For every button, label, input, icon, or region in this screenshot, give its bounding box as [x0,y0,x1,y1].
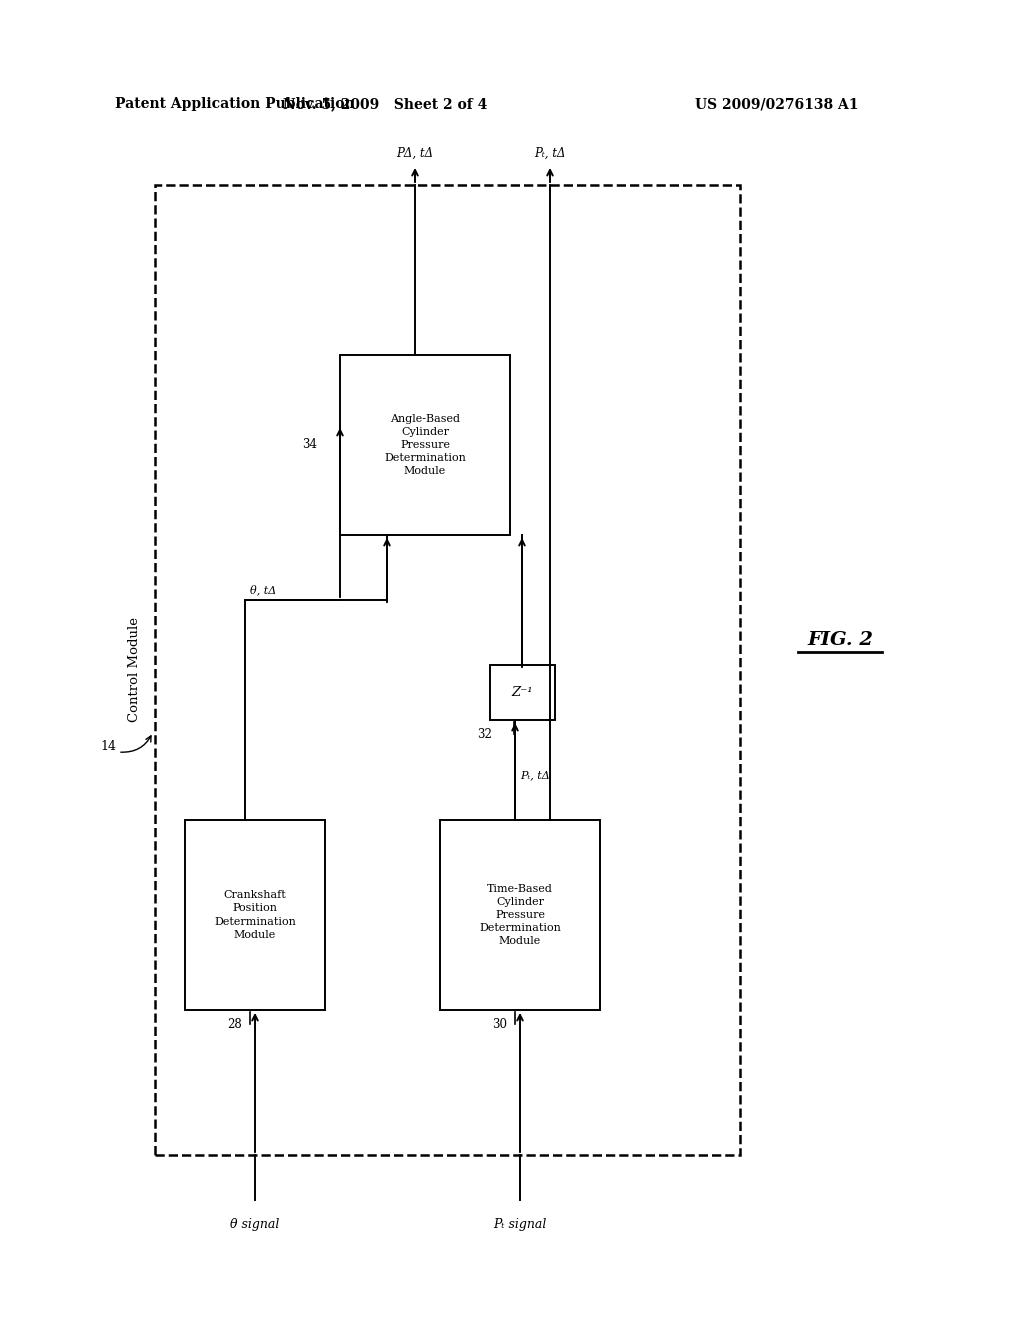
Text: Pₜ, tΔ: Pₜ, tΔ [535,147,565,160]
Text: Pₜ signal: Pₜ signal [494,1218,547,1232]
Bar [440,820,600,1010]
Bar [340,355,510,535]
Text: Angle-Based
Cylinder
Pressure
Determination
Module: Angle-Based Cylinder Pressure Determinat… [384,413,466,477]
Text: Patent Application Publication: Patent Application Publication [115,96,354,111]
Bar [490,665,555,719]
Text: Crankshaft
Position
Determination
Module: Crankshaft Position Determination Module [214,890,296,940]
Text: Pₜ, tΔ: Pₜ, tΔ [520,770,550,780]
Text: Control Module: Control Module [128,618,141,722]
Text: Time-Based
Cylinder
Pressure
Determination
Module: Time-Based Cylinder Pressure Determinati… [479,883,561,946]
Text: 28: 28 [227,1018,242,1031]
Text: Nov. 5, 2009   Sheet 2 of 4: Nov. 5, 2009 Sheet 2 of 4 [283,96,487,111]
Text: θ, tΔ: θ, tΔ [250,585,276,595]
Text: 14: 14 [100,741,116,754]
Text: FIG. 2: FIG. 2 [807,631,873,649]
Text: 34: 34 [302,438,317,451]
Text: 32: 32 [477,729,492,741]
Text: 30: 30 [492,1018,507,1031]
Bar [155,185,740,1155]
Text: PΔ, tΔ: PΔ, tΔ [396,147,433,160]
Bar [185,820,325,1010]
Text: Z⁻¹: Z⁻¹ [511,685,532,698]
Text: US 2009/0276138 A1: US 2009/0276138 A1 [695,96,858,111]
Text: θ signal: θ signal [230,1218,280,1232]
